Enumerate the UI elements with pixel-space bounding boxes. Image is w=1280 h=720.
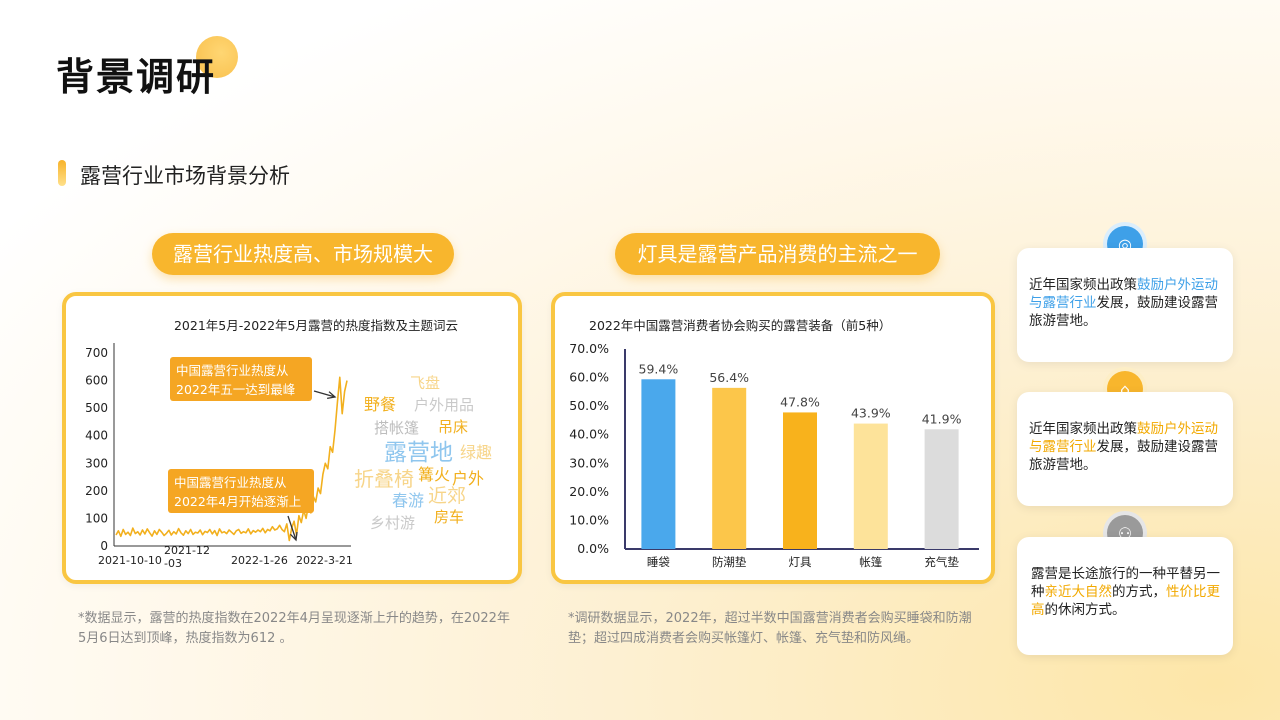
word-cloud-word: 吊床 [438,418,468,436]
y-tick-label: 20.0% [569,484,609,499]
section-heading-heat: 露营行业热度高、市场规模大 [152,233,454,275]
annotation-arrow [313,390,336,398]
word-cloud-word: 搭帐篷 [374,419,419,437]
card-text: 的休闲方式。 [1044,602,1126,618]
card-highlight: 鼓励户外运动与露营行业 [1029,277,1218,311]
heat-note: *数据显示，露营的热度指数在2022年4月呈现逐渐上升的趋势，在2022年5月6… [78,611,510,646]
annotation-text: 中国露营行业热度从 [174,475,287,490]
y-tick-label: 10.0% [569,512,609,527]
bar-防潮垫 [712,387,747,549]
card-text: 近年国家频出政策 [1029,421,1137,437]
annotation-text: 中国露营行业热度从 [176,363,289,378]
lifestyle-card: 露营是长途旅行的一种平替另一种亲近大自然的方式，性价比更高的休闲方式。 [1017,537,1233,655]
equipment-bar-chart: 2022年中国露营消费者协会购买的露营装备（前5种） 0.0% 10.0% 20.0%… [569,318,979,569]
card-text: 近年国家频出政策 [1029,277,1137,293]
bar-value-label: 59.4% [639,361,679,376]
annotation-text: 2022年五一达到最峰 [176,382,296,397]
y-tick-label: 0 [100,539,108,553]
y-tick-label: 60.0% [569,370,609,385]
y-tick-label: 50.0% [569,398,609,413]
page-title: 背景调研 [56,55,217,99]
bar-灯具 [783,412,817,549]
y-tick-label: 600 [85,374,108,388]
word-cloud-word: 乡村游 [370,514,415,532]
x-tick-label: 帐篷 [859,555,882,569]
card-text: 露营是长途旅行的一种平替另一种 [1031,566,1220,600]
bar-充气垫 [924,429,959,549]
y-tick-label: 0.0% [577,541,609,556]
policy-card-1: 近年国家频出政策鼓励户外运动与露营行业发展，鼓励建设露营旅游营地。 [1017,248,1233,362]
x-tick-label: 2022-1-26 [231,554,288,567]
y-tick-label: 700 [85,346,108,360]
decorative-circle [196,36,238,78]
arrow-head [289,531,298,542]
x-tick-label: 防潮垫 [712,555,747,569]
word-cloud-word: 野餐 [364,395,396,414]
equipment-note: *调研数据显示，2022年，超过半数中国露营消费者会购买睡袋和防潮垫；超过四成消… [568,611,972,646]
word-cloud-word: 房车 [434,508,464,526]
word-cloud-word: 露营地 [384,440,453,466]
bar-value-label: 56.4% [709,370,749,385]
y-tick-label: 40.0% [569,427,609,442]
card-highlight: 亲近大自然 [1044,584,1113,600]
annotation-box [168,469,314,513]
bar-帐篷 [853,423,888,549]
card-text: 发展，鼓励建设露营旅游营地。 [1029,295,1218,329]
word-cloud-word: 绿趣 [460,443,492,462]
bar-睡袋 [641,379,676,549]
word-cloud-word: 飞盘 [410,374,440,392]
section-heading-lighting: 灯具是露营产品消费的主流之一 [615,233,940,275]
x-tick-label: 充气垫 [924,555,959,569]
x-tick-label: 2022-3-21 [296,554,353,567]
subtitle-accent-bar [58,160,66,186]
card-text: 发展，鼓励建设露营旅游营地。 [1029,439,1218,473]
heat-index-chart: 2021年5月-2022年5月露营的热度指数及主题词云 0 100 200 300 400… [85,318,492,570]
card-highlight: 鼓励户外运动与露营行业 [1029,421,1218,455]
word-cloud-word: 篝火 [418,465,450,484]
word-cloud-word: 户外用品 [414,396,474,414]
chart-title: 2022年中国露营消费者协会购买的露营装备（前5种） [589,318,891,333]
bar-value-label: 41.9% [922,411,962,426]
x-tick-label: 2021-12 -03 [164,544,210,570]
word-cloud-word: 折叠椅 [354,467,414,491]
word-cloud-word: 近郊 [428,485,466,507]
card-text: 的方式， [1112,584,1166,600]
x-tick-label: 灯具 [789,555,812,569]
bar-value-label: 43.9% [851,406,891,421]
y-tick-label: 70.0% [569,341,609,356]
heat-index-line [115,376,348,542]
x-tick-label: 睡袋 [647,555,670,569]
y-tick-label: 300 [85,456,108,470]
y-tick-label: 100 [85,511,108,525]
y-tick-label: 400 [85,429,108,443]
equipment-panel: 2022年中国露营消费者协会购买的露营装备（前5种） 0.0% 10.0% 20.0%… [551,292,995,584]
y-tick-label: 500 [85,401,108,415]
word-cloud-word: 春游 [392,491,424,510]
y-tick-label: 200 [85,484,108,498]
chart-title: 2021年5月-2022年5月露营的热度指数及主题词云 [174,318,458,333]
policy-card-2: 近年国家频出政策鼓励户外运动与露营行业发展，鼓励建设露营旅游营地。 [1017,392,1233,506]
heat-index-panel: 2021年5月-2022年5月露营的热度指数及主题词云 0 100 200 300 400… [62,292,522,584]
bar-value-label: 47.8% [780,394,820,409]
annotation-arrow [287,515,297,541]
annotation-box [170,357,312,401]
x-tick-label: 2021-10-10 [98,554,162,567]
card-highlight: 性价比更高 [1031,584,1220,618]
word-cloud-word: 户外 [452,469,484,488]
y-tick-label: 30.0% [569,455,609,470]
arrow-head [327,391,337,400]
annotation-text: 2022年4月开始逐渐上 [174,494,301,509]
page-subtitle: 露营行业市场背景分析 [80,164,290,188]
